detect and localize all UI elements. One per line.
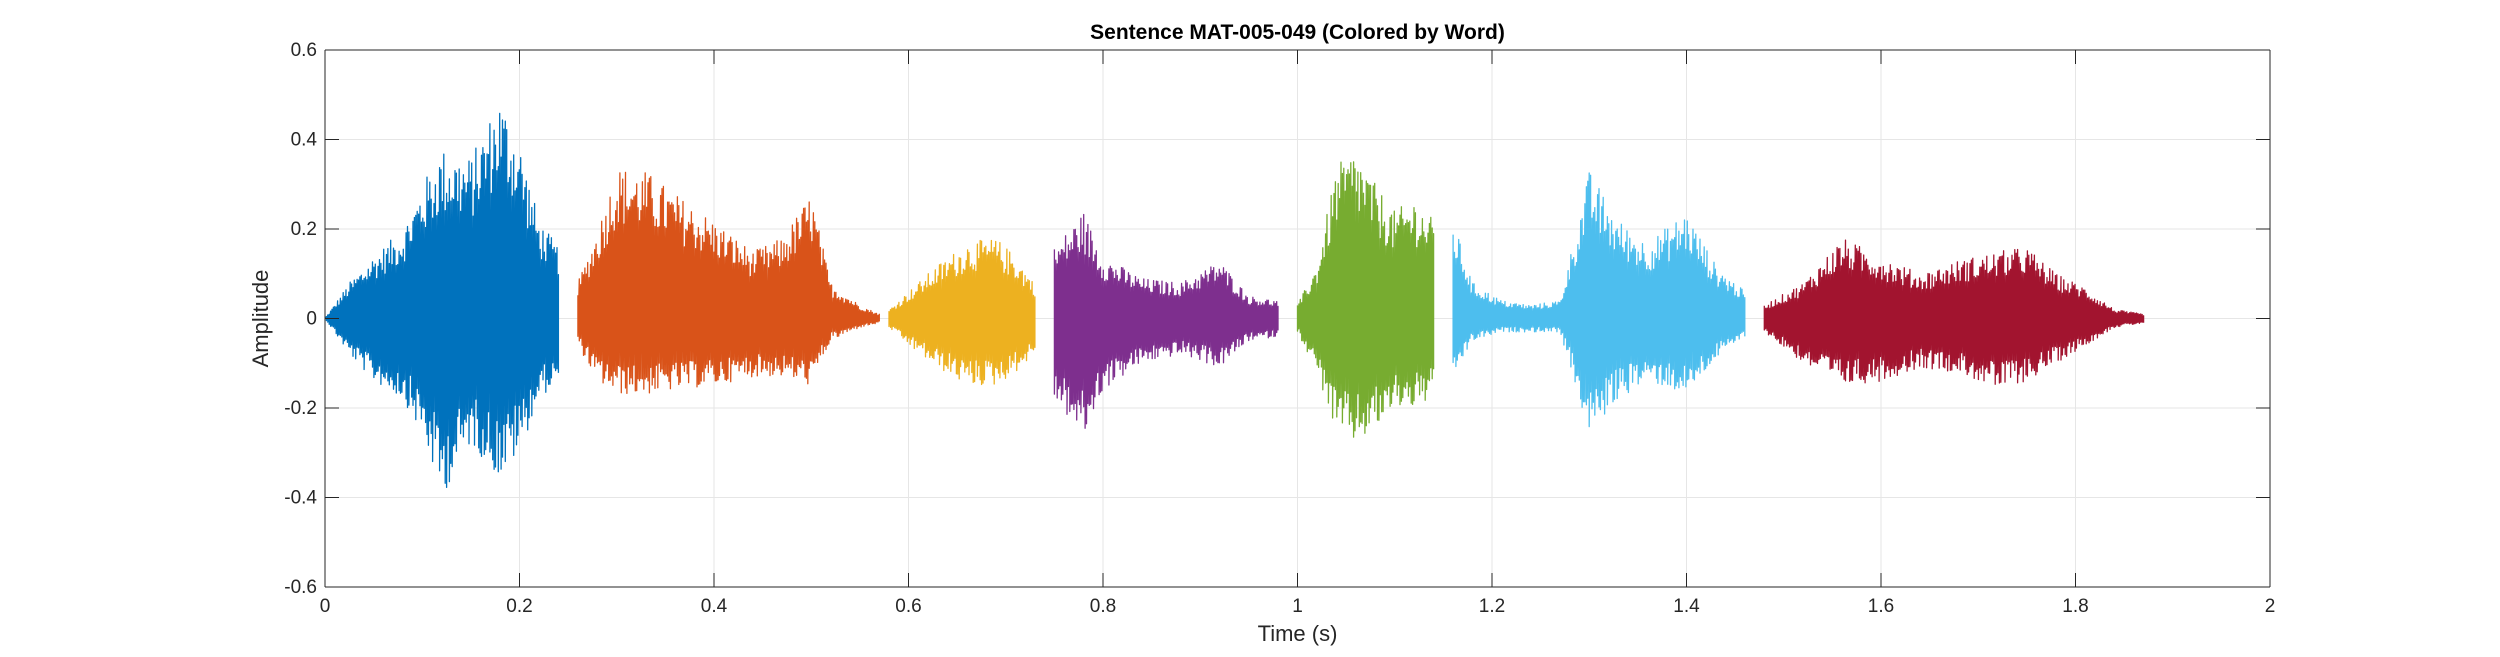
y-tick-label: -0.4 [284,488,317,509]
x-tick-label: 1.4 [1673,596,1700,617]
x-tick-label: 1.8 [2062,596,2088,617]
y-tick-label: 0 [306,309,317,330]
tick-labels: 0 0.2 0.4 0.6 0.8 1 1.2 1.4 1.6 1.8 2 -0.6 -0.4 -0.2 0… [284,40,2275,617]
x-tick-label: 1.6 [1868,596,1894,617]
waveform-series-1 [324,112,560,489]
y-tick-label: -0.2 [284,398,317,419]
waveform-series-2 [577,171,880,395]
x-axis-label: Time (s) [1258,621,1338,646]
y-tick-label: 0.2 [291,219,317,240]
x-tick-label: 0.8 [1090,596,1116,617]
waveform-series-3 [888,239,1036,386]
x-tick-label: 0.4 [701,596,728,617]
y-tick-label: -0.6 [284,577,317,598]
plot-area [324,112,2145,489]
y-tick-label: 0.4 [291,130,318,151]
waveform-series-5 [1296,161,1435,438]
x-tick-label: 0 [320,596,331,617]
grid [325,50,2270,587]
x-tick-label: 1 [1292,596,1303,617]
axes [324,49,2271,588]
waveform-series-4 [1053,213,1279,429]
waveform-series-6 [1452,172,1746,428]
x-tick-label: 0.2 [506,596,532,617]
y-axis-label: Amplitude [248,270,273,368]
waveform-series-7 [1763,239,2145,385]
x-tick-label: 2 [2265,596,2276,617]
x-tick-label: 0.6 [895,596,921,617]
y-tick-label: 0.6 [291,40,317,61]
x-tick-label: 1.2 [1479,596,1505,617]
chart-title: Sentence MAT-005-049 (Colored by Word) [1090,21,1505,44]
